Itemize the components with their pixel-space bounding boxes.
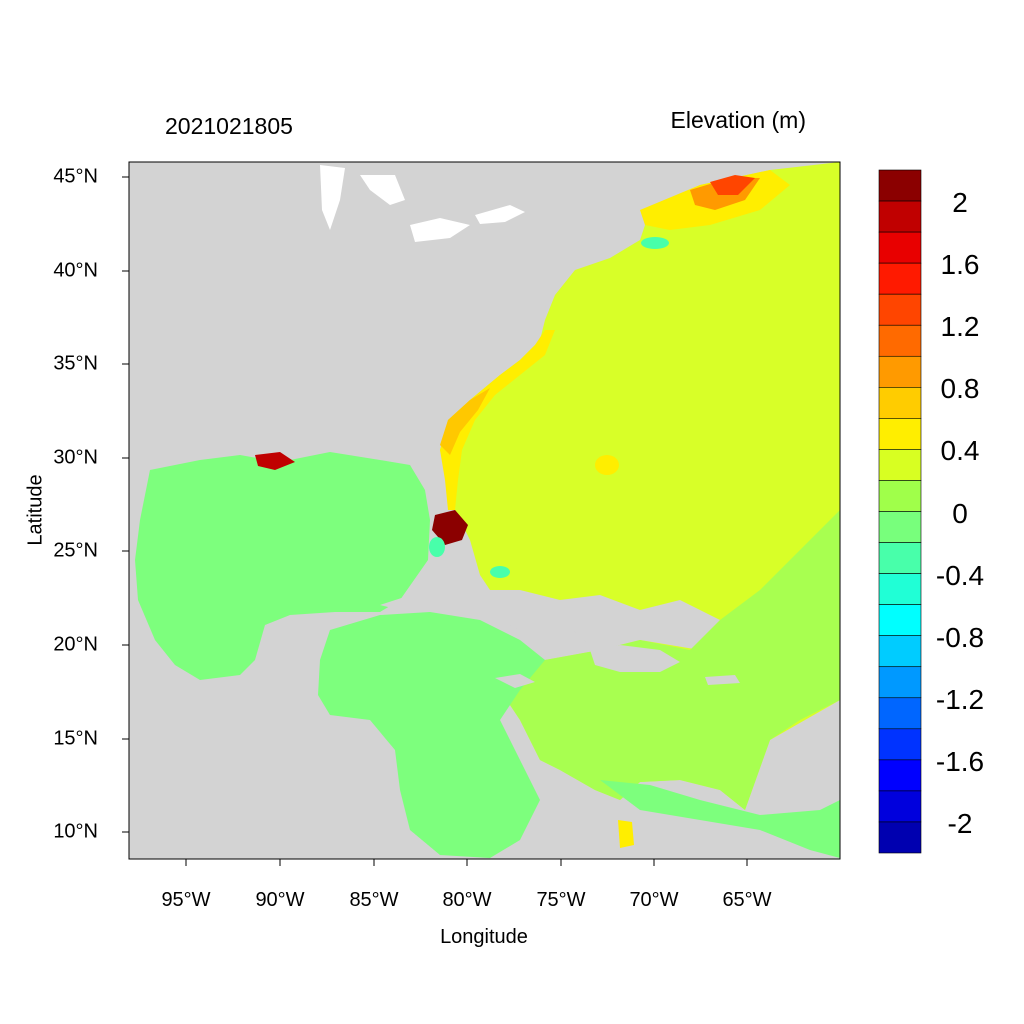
- gulf-of-maine-surge-high: [710, 175, 755, 195]
- y-tick-label: 45°N: [53, 165, 98, 188]
- bahamas-shallow: [490, 566, 510, 578]
- colorbar-swatch: [878, 418, 922, 450]
- colorbar-label: 0.8: [940, 373, 980, 405]
- colorbar-swatch: [878, 728, 922, 761]
- plot-frame: [128, 161, 841, 860]
- x-axis-label: Longitude: [440, 926, 528, 948]
- colorbar-swatch: [878, 542, 922, 574]
- colorbar-label: -0.8: [935, 621, 985, 653]
- map-timestamp: 2021021805: [165, 113, 293, 139]
- colorbar-label: 2: [952, 187, 968, 219]
- x-tick-label: 85°W: [349, 889, 399, 911]
- nantucket-low: [641, 237, 669, 249]
- colorbar-swatch: [878, 169, 922, 202]
- y-tick-label: 10°N: [53, 820, 98, 843]
- colorbar-swatch: [878, 635, 922, 668]
- colorbar-swatch: [878, 697, 922, 730]
- x-tick-label: 80°W: [442, 889, 492, 911]
- georgia-bight-band: [440, 388, 490, 455]
- y-tick-label: 40°N: [53, 259, 98, 282]
- y-tick-label: 35°N: [53, 352, 98, 375]
- colorbar-swatch: [878, 790, 922, 823]
- axis-ticks: [122, 176, 748, 866]
- x-tick-label: 70°W: [629, 889, 679, 911]
- colorbar-swatch: [878, 573, 922, 605]
- colorbar-label: 1.6: [940, 249, 980, 281]
- gulf-coast-surge: [255, 452, 295, 470]
- colorbar-label: -1.2: [935, 683, 985, 715]
- x-tick-label: 75°W: [536, 889, 586, 911]
- colorbar-swatch: [878, 666, 922, 699]
- x-tick-label: 65°W: [722, 889, 772, 911]
- puerto-rico: [705, 675, 740, 685]
- colorbar-swatch: [878, 604, 922, 636]
- y-tick-label: 15°N: [53, 727, 98, 750]
- caribbean-coast-strip: [600, 780, 840, 858]
- colorbar-swatch: [878, 387, 922, 419]
- y-tick-label: 30°N: [53, 446, 98, 469]
- colorbar-swatch: [878, 511, 922, 543]
- colorbar-swatch: [878, 821, 922, 854]
- venezuela-lake: [618, 820, 634, 848]
- y-axis-label: Latitude: [24, 474, 47, 546]
- x-tick-label: 95°W: [161, 889, 211, 911]
- colorbar-swatch: [878, 759, 922, 792]
- colorbar: [878, 169, 922, 854]
- x-tick-label: 90°W: [255, 889, 305, 911]
- cuba: [380, 590, 590, 645]
- western-caribbean: [318, 612, 545, 858]
- florida-peak-surge: [432, 510, 468, 545]
- florida-keys-shallow: [429, 537, 445, 557]
- colorbar-swatch: [878, 324, 922, 357]
- colorbar-swatch: [878, 293, 922, 326]
- colorbar-swatch: [878, 449, 922, 481]
- colorbar-swatch: [878, 200, 922, 233]
- colorbar-label: -0.4: [935, 559, 985, 591]
- colorbar-label: -2: [947, 807, 973, 839]
- colorbar-label: 0: [952, 497, 968, 529]
- y-tick-label: 25°N: [53, 539, 98, 562]
- hispaniola: [590, 645, 680, 672]
- colorbar-label: 1.2: [940, 311, 980, 343]
- colorbar-title: Elevation (m): [670, 107, 806, 133]
- jamaica: [495, 674, 535, 688]
- gulf-of-mexico: [135, 452, 430, 680]
- colorbar-swatch: [878, 262, 922, 295]
- colorbar-label: 0.4: [940, 435, 980, 467]
- colorbar-swatch: [878, 480, 922, 512]
- great-lakes: [320, 165, 525, 242]
- colorbar-swatch: [878, 355, 922, 388]
- y-tick-label: 20°N: [53, 633, 98, 656]
- colorbar-label: -1.6: [935, 745, 985, 777]
- atlantic-bump: [595, 455, 619, 475]
- colorbar-swatch: [878, 231, 922, 264]
